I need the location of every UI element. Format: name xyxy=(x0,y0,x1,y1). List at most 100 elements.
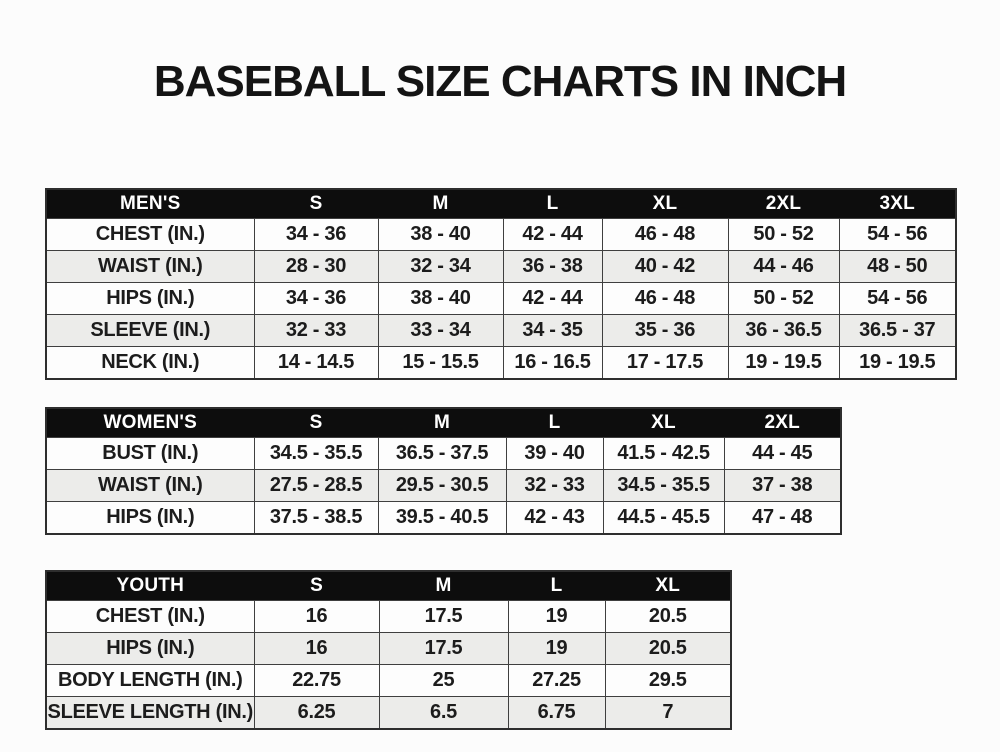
size-value-cell: 22.75 xyxy=(253,664,380,697)
size-value-cell: 36 - 36.5 xyxy=(727,314,840,347)
row-label-cell: NECK (IN.) xyxy=(45,346,255,380)
table-title-cell: YOUTH xyxy=(45,570,255,601)
size-value-cell: 34.5 - 35.5 xyxy=(602,469,725,502)
row-label-cell: HIPS (IN.) xyxy=(45,632,255,665)
size-value-cell: 28 - 30 xyxy=(253,250,379,283)
size-value-cell: 42 - 44 xyxy=(502,218,603,251)
size-value-cell: 29.5 xyxy=(604,664,732,697)
size-value-cell: 19 xyxy=(507,632,606,665)
womens-size-table: WOMEN'S S M L XL 2XL BUST (IN.) 34.5 - 35.5 36.5… xyxy=(45,407,842,535)
row-label-cell: CHEST (IN.) xyxy=(45,600,255,633)
size-value-cell: 39.5 - 40.5 xyxy=(377,501,507,535)
size-value-cell: 15 - 15.5 xyxy=(377,346,504,380)
row-label-cell: BUST (IN.) xyxy=(45,437,255,470)
row-label-cell: HIPS (IN.) xyxy=(45,501,255,535)
size-value-cell: 42 - 44 xyxy=(502,282,603,315)
size-value-cell: 17.5 xyxy=(378,600,509,633)
table-row: HIPS (IN.) 16 17.5 19 20.5 xyxy=(45,632,732,665)
table-header-row: WOMEN'S S M L XL 2XL xyxy=(45,407,842,438)
row-label-cell: CHEST (IN.) xyxy=(45,218,255,251)
row-label-cell: WAIST (IN.) xyxy=(45,469,255,502)
size-header-cell: XL xyxy=(601,188,729,219)
size-value-cell: 20.5 xyxy=(604,600,732,633)
size-value-cell: 7 xyxy=(604,696,732,730)
size-header-cell: L xyxy=(507,570,606,601)
size-value-cell: 16 xyxy=(253,600,380,633)
size-value-cell: 36 - 38 xyxy=(502,250,603,283)
row-label-cell: SLEEVE (IN.) xyxy=(45,314,255,347)
size-value-cell: 34 - 35 xyxy=(502,314,603,347)
size-value-cell: 54 - 56 xyxy=(838,282,957,315)
size-value-cell: 42 - 43 xyxy=(505,501,604,535)
size-header-cell: 2XL xyxy=(727,188,840,219)
row-label-cell: HIPS (IN.) xyxy=(45,282,255,315)
size-value-cell: 32 - 33 xyxy=(505,469,604,502)
table-title-cell: WOMEN'S xyxy=(45,407,255,438)
size-header-cell: 2XL xyxy=(723,407,842,438)
size-value-cell: 50 - 52 xyxy=(727,282,840,315)
size-header-cell: 3XL xyxy=(838,188,957,219)
size-value-cell: 50 - 52 xyxy=(727,218,840,251)
size-value-cell: 20.5 xyxy=(604,632,732,665)
size-value-cell: 34 - 36 xyxy=(253,218,379,251)
size-value-cell: 6.75 xyxy=(507,696,606,730)
size-value-cell: 46 - 48 xyxy=(601,218,729,251)
size-value-cell: 37 - 38 xyxy=(723,469,842,502)
table-header-row: YOUTH S M L XL xyxy=(45,570,732,601)
size-header-cell: M xyxy=(378,570,509,601)
size-value-cell: 25 xyxy=(378,664,509,697)
size-value-cell: 44 - 45 xyxy=(723,437,842,470)
table-row: SLEEVE LENGTH (IN.) 6.25 6.5 6.75 7 xyxy=(45,696,732,730)
table-row: HIPS (IN.) 37.5 - 38.5 39.5 - 40.5 42 - 43 4… xyxy=(45,501,842,535)
size-value-cell: 29.5 - 30.5 xyxy=(377,469,507,502)
table-row: HIPS (IN.) 34 - 36 38 - 40 42 - 44 46 - 48 50… xyxy=(45,282,957,315)
size-value-cell: 32 - 33 xyxy=(253,314,379,347)
size-value-cell: 34 - 36 xyxy=(253,282,379,315)
size-header-cell: L xyxy=(505,407,604,438)
size-value-cell: 33 - 34 xyxy=(377,314,504,347)
size-header-cell: M xyxy=(377,407,507,438)
size-value-cell: 37.5 - 38.5 xyxy=(253,501,379,535)
size-value-cell: 36.5 - 37.5 xyxy=(377,437,507,470)
size-value-cell: 6.25 xyxy=(253,696,380,730)
size-value-cell: 39 - 40 xyxy=(505,437,604,470)
youth-size-table: YOUTH S M L XL CHEST (IN.) 16 17.5 19 20.5 HIPS (I… xyxy=(45,570,732,730)
size-value-cell: 36.5 - 37 xyxy=(838,314,957,347)
size-value-cell: 17 - 17.5 xyxy=(601,346,729,380)
size-header-cell: XL xyxy=(602,407,725,438)
table-row: WAIST (IN.) 27.5 - 28.5 29.5 - 30.5 32 - 33… xyxy=(45,469,842,502)
size-value-cell: 40 - 42 xyxy=(601,250,729,283)
size-header-cell: L xyxy=(502,188,603,219)
size-value-cell: 34.5 - 35.5 xyxy=(253,437,379,470)
table-row: CHEST (IN.) 34 - 36 38 - 40 42 - 44 46 - 48 5… xyxy=(45,218,957,251)
size-value-cell: 16 - 16.5 xyxy=(502,346,603,380)
size-value-cell: 19 - 19.5 xyxy=(838,346,957,380)
size-value-cell: 44.5 - 45.5 xyxy=(602,501,725,535)
size-value-cell: 27.25 xyxy=(507,664,606,697)
mens-size-table: MEN'S S M L XL 2XL 3XL CHEST (IN.) 34 - 36 38 - 4… xyxy=(45,188,957,380)
table-row: CHEST (IN.) 16 17.5 19 20.5 xyxy=(45,600,732,633)
size-header-cell: M xyxy=(377,188,504,219)
size-value-cell: 48 - 50 xyxy=(838,250,957,283)
size-value-cell: 17.5 xyxy=(378,632,509,665)
size-header-cell: S xyxy=(253,188,379,219)
row-label-cell: BODY LENGTH (IN.) xyxy=(45,664,255,697)
size-value-cell: 14 - 14.5 xyxy=(253,346,379,380)
size-value-cell: 44 - 46 xyxy=(727,250,840,283)
row-label-cell: SLEEVE LENGTH (IN.) xyxy=(45,696,255,730)
size-value-cell: 27.5 - 28.5 xyxy=(253,469,379,502)
size-value-cell: 35 - 36 xyxy=(601,314,729,347)
size-value-cell: 16 xyxy=(253,632,380,665)
size-value-cell: 54 - 56 xyxy=(838,218,957,251)
row-label-cell: WAIST (IN.) xyxy=(45,250,255,283)
size-value-cell: 41.5 - 42.5 xyxy=(602,437,725,470)
size-value-cell: 46 - 48 xyxy=(601,282,729,315)
table-row: BUST (IN.) 34.5 - 35.5 36.5 - 37.5 39 - 40 4… xyxy=(45,437,842,470)
size-value-cell: 19 - 19.5 xyxy=(727,346,840,380)
size-value-cell: 38 - 40 xyxy=(377,218,504,251)
table-row: BODY LENGTH (IN.) 22.75 25 27.25 29.5 xyxy=(45,664,732,697)
size-value-cell: 6.5 xyxy=(378,696,509,730)
table-header-row: MEN'S S M L XL 2XL 3XL xyxy=(45,188,957,219)
size-header-cell: XL xyxy=(604,570,732,601)
